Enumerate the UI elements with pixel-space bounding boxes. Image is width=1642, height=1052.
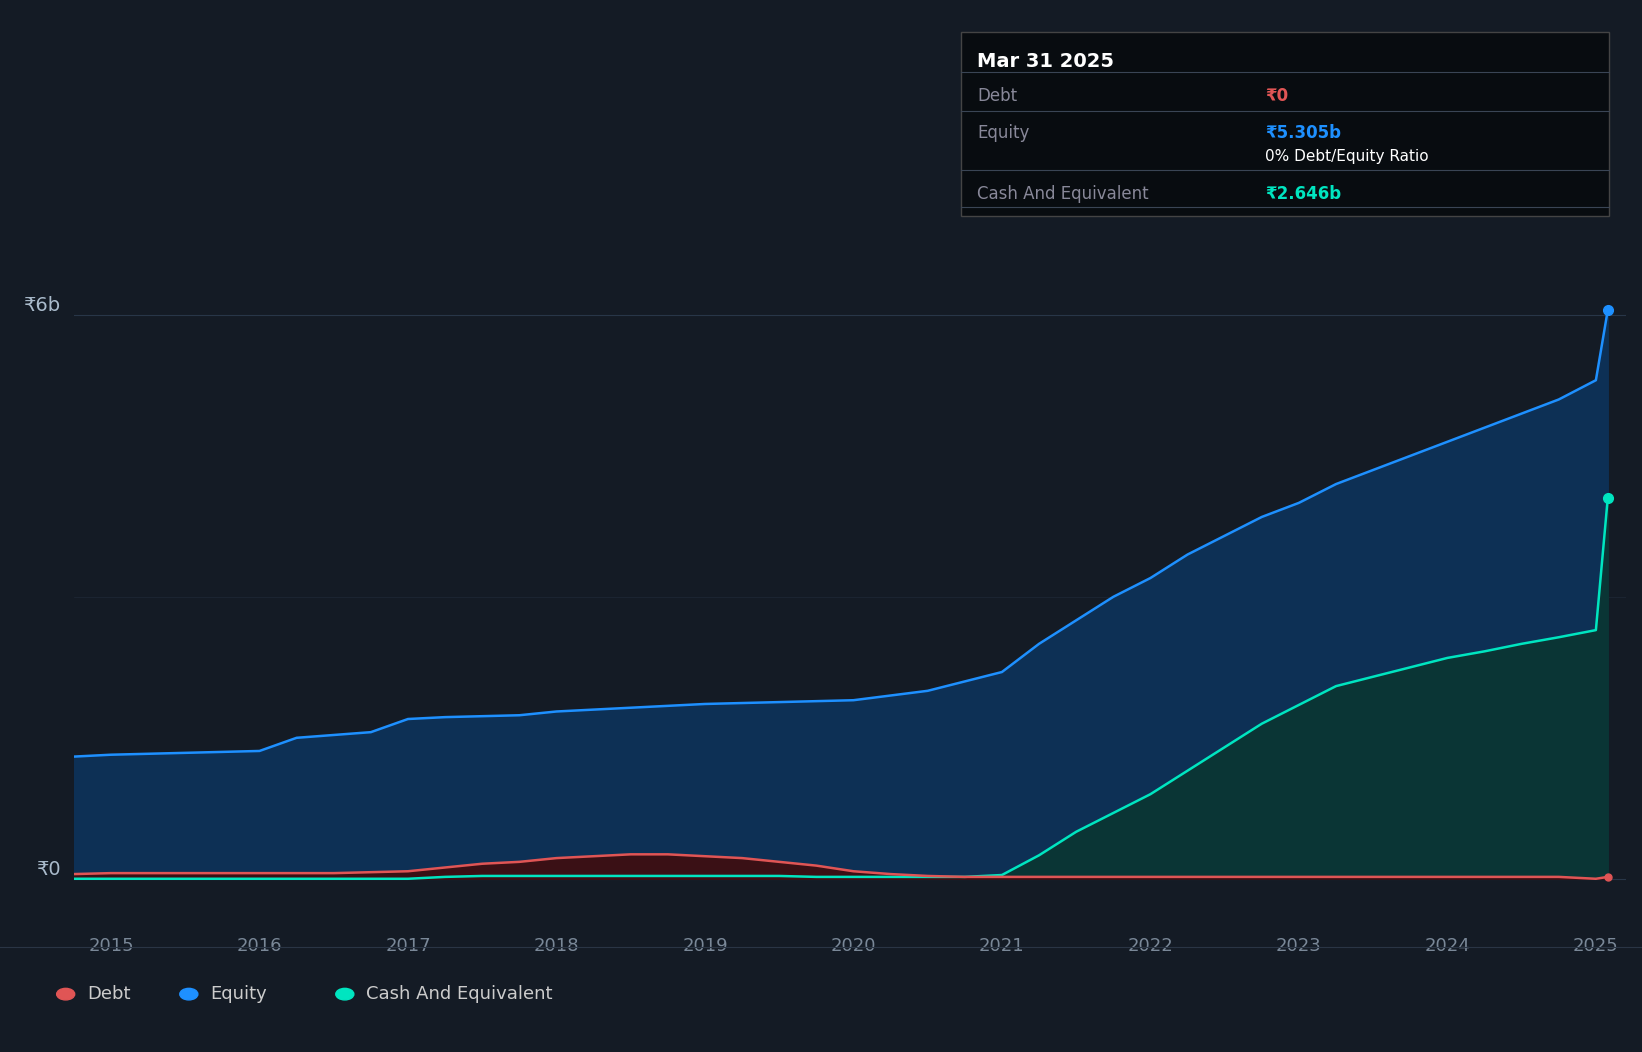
Text: Equity: Equity — [210, 985, 268, 1004]
Text: Debt: Debt — [977, 87, 1016, 105]
Text: ₹2.646b: ₹2.646b — [1266, 184, 1342, 203]
Text: Equity: Equity — [977, 124, 1030, 142]
Text: ₹0: ₹0 — [36, 859, 61, 878]
Text: Mar 31 2025: Mar 31 2025 — [977, 52, 1113, 70]
Text: ₹6b: ₹6b — [25, 296, 61, 315]
Text: Debt: Debt — [87, 985, 130, 1004]
Text: ₹0: ₹0 — [1266, 87, 1289, 105]
Text: Cash And Equivalent: Cash And Equivalent — [977, 184, 1149, 203]
Text: 0% Debt/Equity Ratio: 0% Debt/Equity Ratio — [1266, 149, 1429, 164]
Text: ₹5.305b: ₹5.305b — [1266, 124, 1342, 142]
Text: Cash And Equivalent: Cash And Equivalent — [366, 985, 553, 1004]
